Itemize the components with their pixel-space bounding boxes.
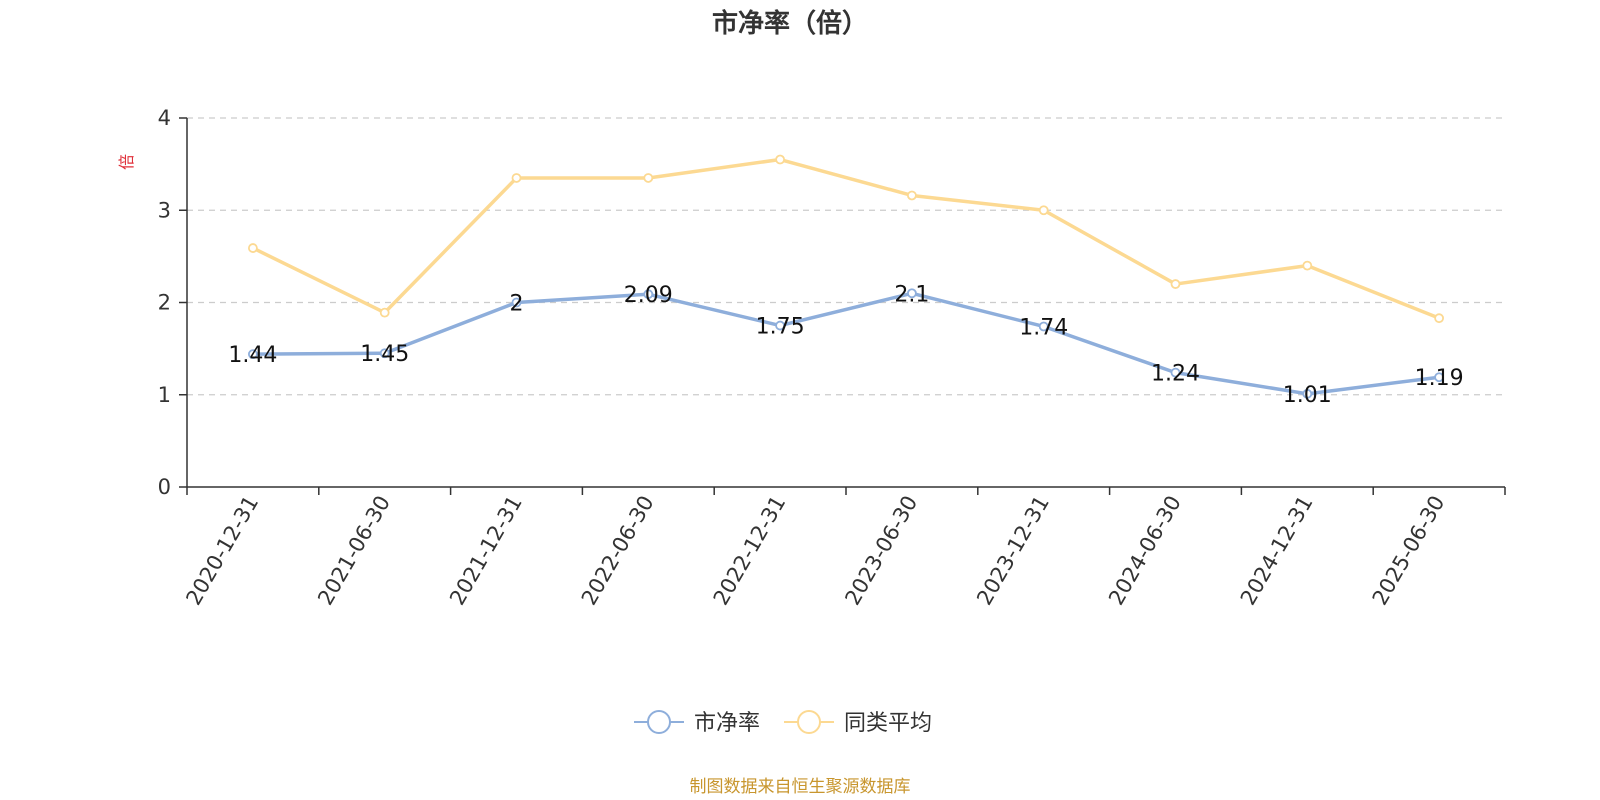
- legend-item-0[interactable]: 市净率: [634, 710, 760, 736]
- legend-label: 同类平均: [844, 711, 932, 736]
- legend[interactable]: 市净率 同类平均: [634, 710, 932, 736]
- data-label: 1.74: [1019, 315, 1068, 340]
- data-point: [907, 288, 917, 299]
- data-point: [379, 348, 390, 359]
- data-label: 2.09: [624, 283, 673, 308]
- data-point: [775, 154, 785, 165]
- x-tick-label: 2022-06-30: [577, 492, 659, 610]
- data-point: [511, 297, 522, 308]
- data-label: 2: [510, 292, 524, 317]
- data-point: [643, 173, 654, 183]
- chart-title: 市净率（倍）: [712, 8, 868, 39]
- x-tick-label: 2023-12-31: [972, 492, 1054, 610]
- data-point: [1434, 372, 1444, 383]
- data-label: 1.01: [1283, 383, 1332, 408]
- series-line-0: [251, 291, 1441, 396]
- x-tick-label: 2023-06-30: [840, 492, 922, 610]
- series-line-1: [251, 157, 1441, 320]
- data-point: [1434, 313, 1444, 324]
- data-point: [1302, 388, 1313, 399]
- data-point: [907, 190, 917, 201]
- data-point: [1302, 260, 1313, 271]
- data-label: 1.75: [756, 315, 805, 340]
- legend-marker: [647, 710, 671, 734]
- data-point: [1038, 205, 1049, 216]
- data-point: [247, 243, 258, 253]
- data-point: [775, 320, 785, 331]
- legend-label: 市净率: [694, 711, 760, 736]
- data-label: 2.1: [894, 282, 929, 307]
- data-point: [1170, 279, 1181, 289]
- y-tick-label: 1: [158, 383, 171, 407]
- data-label: 1.19: [1415, 366, 1464, 391]
- x-tick-label: 2021-12-31: [445, 492, 527, 610]
- y-tick-label: 4: [158, 106, 171, 130]
- source-note: 制图数据来自恒生聚源数据库: [690, 777, 911, 797]
- x-tick-label: 2021-06-30: [313, 492, 395, 610]
- series-lines: [247, 154, 1444, 399]
- y-axis-unit-label: 倍: [117, 154, 136, 170]
- y-tick-label: 3: [158, 198, 171, 222]
- y-tick-label: 0: [158, 475, 171, 499]
- legend-marker: [797, 710, 821, 734]
- data-label: 1.45: [360, 342, 409, 367]
- x-tick-label: 2025-06-30: [1368, 492, 1450, 610]
- x-tick-label: 2022-12-31: [709, 492, 791, 610]
- y-tick-label: 2: [158, 291, 171, 315]
- data-labels: 1.44 1.45 2 2.09 1.75 2.1 1.74 1.24 1.01 1.19: [228, 282, 1463, 408]
- data-label: 1.24: [1151, 362, 1200, 387]
- data-point: [379, 307, 390, 318]
- data-point: [1038, 321, 1049, 332]
- x-tick-label: 2020-12-31: [181, 492, 263, 610]
- data-point: [1170, 367, 1181, 378]
- data-label: 1.44: [228, 343, 277, 368]
- x-tick-label: 2024-06-30: [1104, 492, 1186, 610]
- x-tick-label: 2024-12-31: [1236, 492, 1318, 610]
- data-point: [511, 173, 522, 183]
- legend-item-1[interactable]: 同类平均: [784, 710, 932, 736]
- data-point: [643, 289, 654, 300]
- data-point: [247, 349, 258, 360]
